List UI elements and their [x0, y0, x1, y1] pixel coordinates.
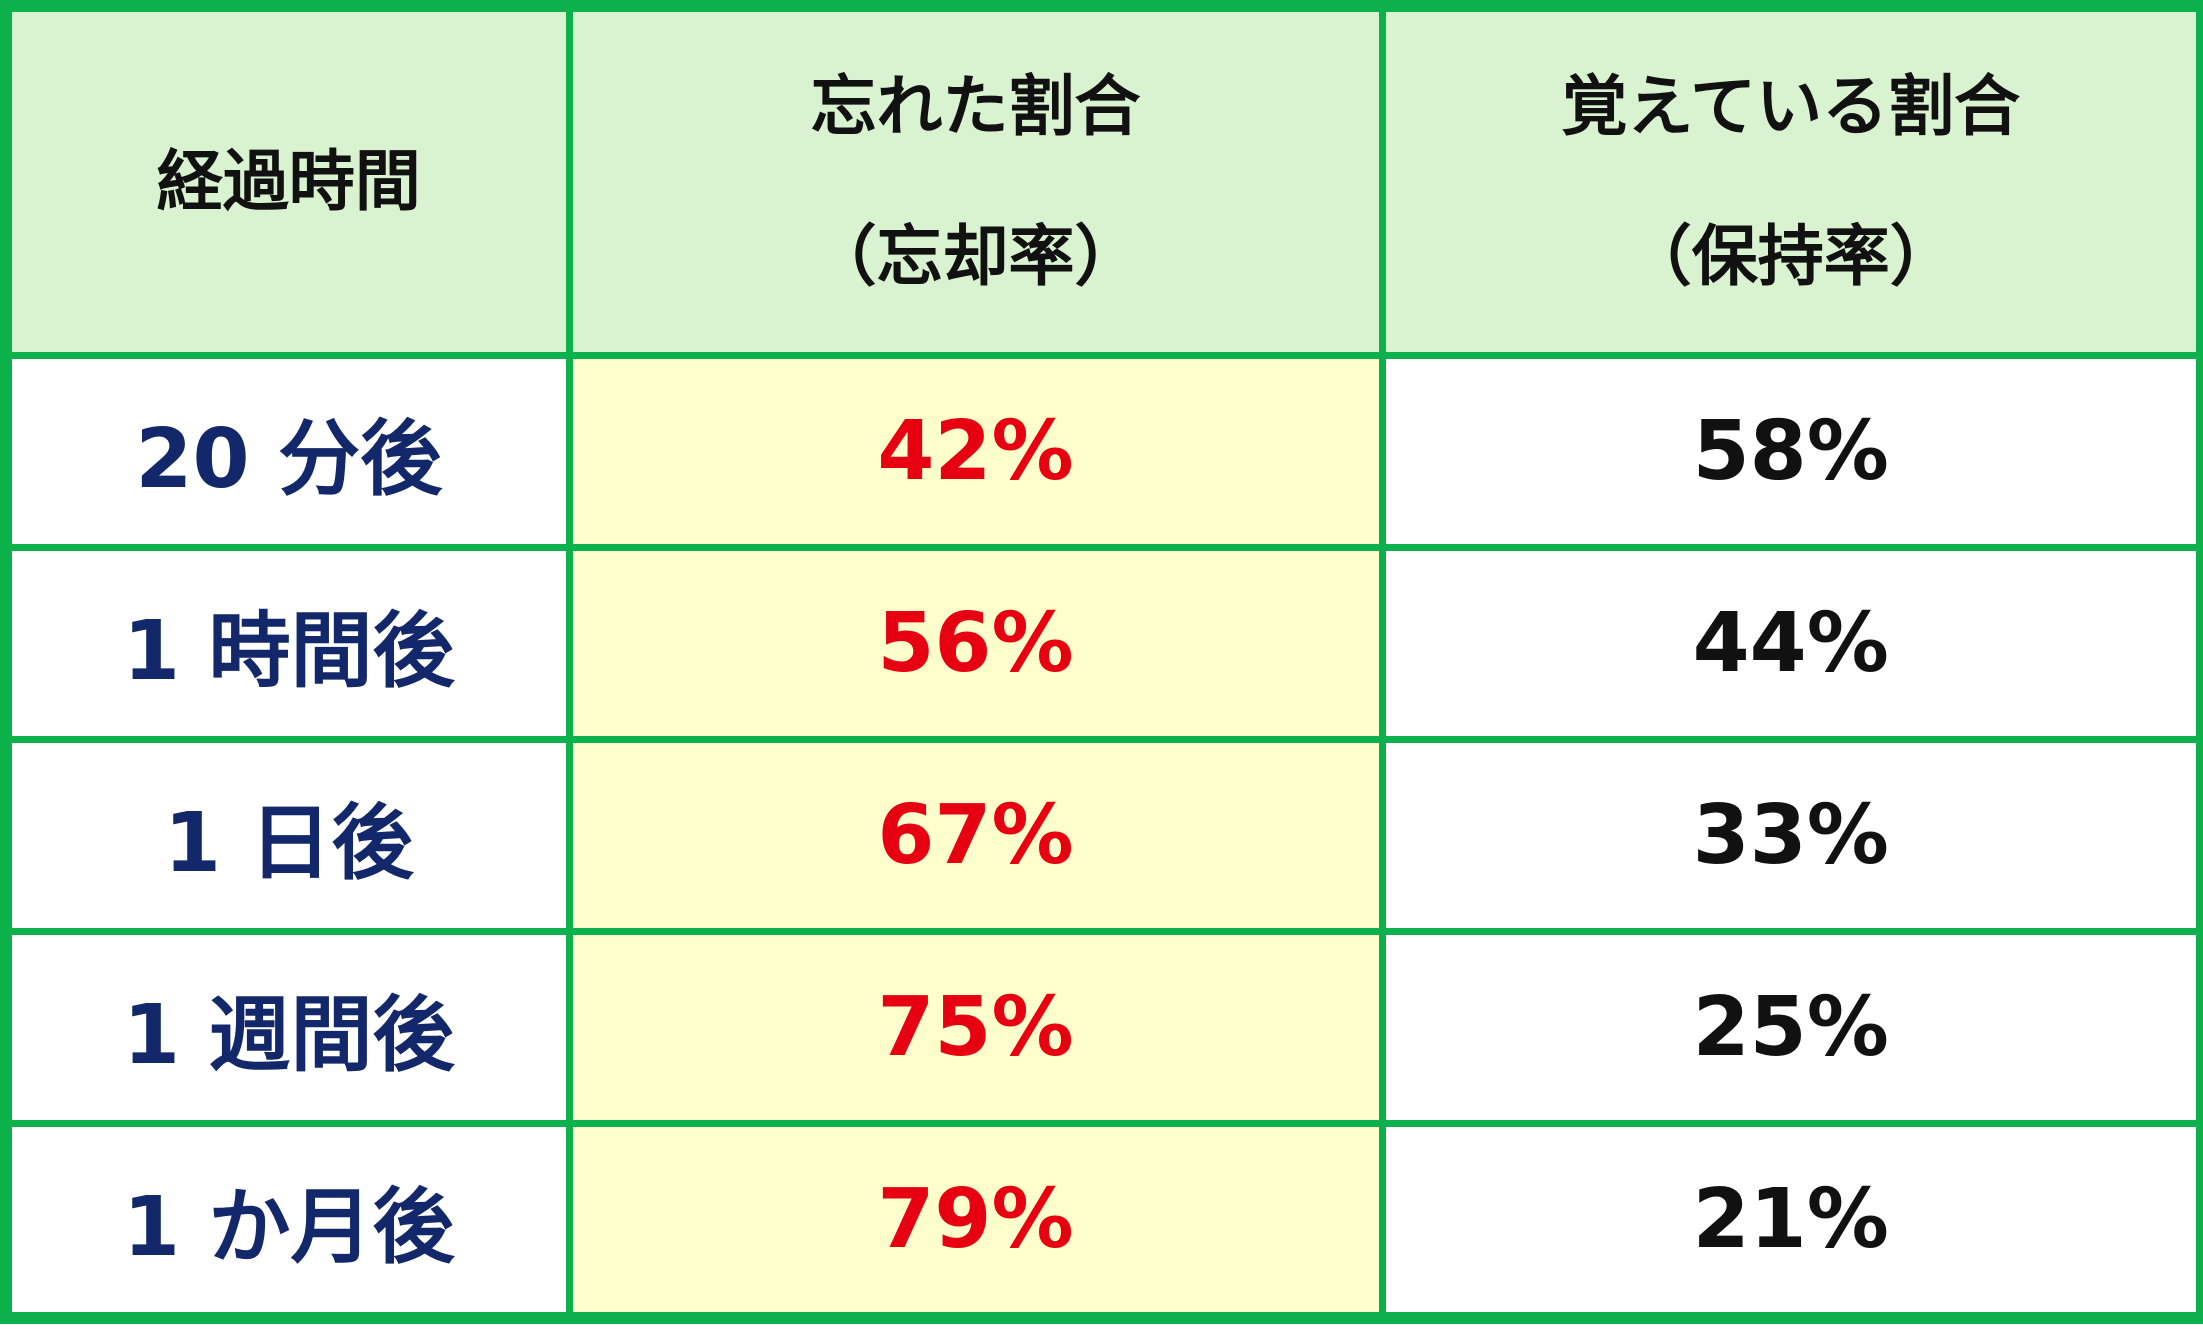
table-cell: 42%	[565, 352, 1386, 551]
table-cell: 58%	[1378, 352, 2203, 551]
table-cell: 79%	[565, 1120, 1386, 1322]
table-cell: 1 時間後	[2, 544, 573, 743]
table-row: 20 分後 42% 58%	[2, 352, 2203, 551]
table-cell: 75%	[565, 928, 1386, 1127]
header-text: 経過時間	[156, 143, 421, 220]
header-row: 経過時間 忘れた割合 （忘却率） 覚えている割合 （保持率）	[2, 2, 2203, 359]
table-row: 1 週間後 75% 25%	[2, 928, 2203, 1127]
table-cell: 20 分後	[2, 352, 573, 551]
table-cell: 1 か月後	[2, 1120, 573, 1322]
table-cell: 21%	[1378, 1120, 2203, 1322]
table-row: 1 か月後 79% 21%	[2, 1120, 2203, 1322]
table-cell: 44%	[1378, 544, 2203, 743]
header-text: 覚えている割合	[1561, 68, 2021, 145]
table-row: 1 日後 67% 33%	[2, 736, 2203, 935]
header-text: 忘れた割合	[810, 68, 1141, 145]
table-body: 20 分後 42% 58% 1 時間後 56% 44% 1 日後 67% 33% 1 週間後 75%…	[2, 352, 2203, 1322]
table-cell: 1 日後	[2, 736, 573, 935]
table-cell: 33%	[1378, 736, 2203, 935]
table-cell: 25%	[1378, 928, 2203, 1127]
header-text: （忘却率）	[810, 218, 1141, 295]
header-text: （保持率）	[1625, 218, 1956, 295]
header-cell: 経過時間	[2, 2, 573, 359]
table-cell: 1 週間後	[2, 928, 573, 1127]
table-row: 1 時間後 56% 44%	[2, 544, 2203, 743]
header-cell: 忘れた割合 （忘却率）	[565, 2, 1386, 359]
header-cell: 覚えている割合 （保持率）	[1378, 2, 2203, 359]
table-cell: 67%	[565, 736, 1386, 935]
table-cell: 56%	[565, 544, 1386, 743]
